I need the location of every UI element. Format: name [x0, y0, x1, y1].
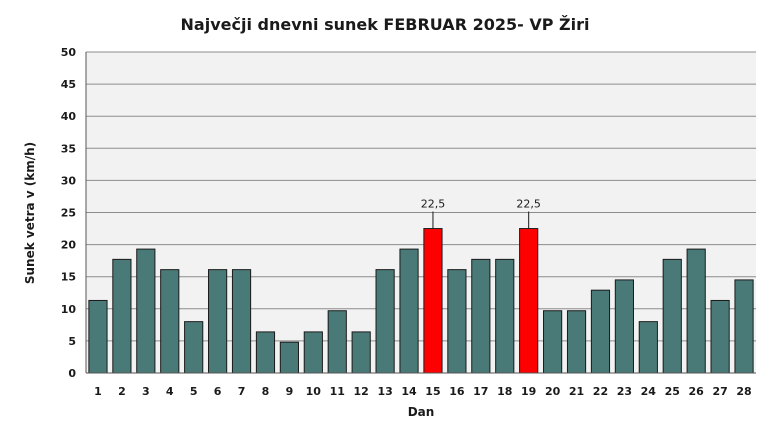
bar-day-14 [399, 248, 419, 374]
x-tick-label: 10 [306, 385, 322, 398]
x-tick-label: 9 [286, 385, 294, 398]
bar-day-22 [590, 289, 611, 374]
bar-day-27 [710, 299, 730, 374]
y-tick-label: 0 [68, 367, 76, 380]
y-tick-label: 50 [61, 46, 77, 59]
y-tick-label: 25 [61, 207, 76, 220]
chart-title: Največji dnevni sunek FEBRUAR 2025- VP Ž… [181, 15, 590, 34]
bar-day-3 [136, 248, 156, 374]
x-tick-label: 17 [473, 385, 488, 398]
data-labels: 22,5 22,5 [421, 198, 541, 229]
bars [88, 228, 754, 374]
y-axis-label: Sunek vetra v (km/h) [23, 142, 37, 284]
y-tick-label: 5 [68, 335, 76, 348]
x-tick-label: 5 [190, 385, 198, 398]
x-tick-label: 28 [736, 385, 751, 398]
x-tick-label: 4 [166, 385, 174, 398]
bar-day-16 [447, 269, 467, 374]
bar-day-8 [255, 331, 276, 374]
x-axis-label: Dan [408, 405, 435, 419]
x-tick-label: 12 [354, 385, 369, 398]
x-tick-label: 16 [449, 385, 465, 398]
y-tick-label: 30 [61, 174, 77, 187]
bar-day-18 [495, 258, 515, 374]
x-tick-label: 6 [214, 385, 222, 398]
bar-day-28 [734, 279, 754, 374]
bar-day-5 [184, 321, 204, 374]
bar-day-7 [231, 269, 252, 374]
bar-day-19 [519, 228, 539, 374]
x-tick-label: 3 [142, 385, 150, 398]
data-label: 22,5 [421, 198, 446, 211]
bar-day-20 [543, 310, 563, 374]
y-tick-label: 15 [61, 271, 76, 284]
x-tick-label: 20 [545, 385, 561, 398]
bar-day-13 [375, 269, 395, 374]
bar-day-23 [614, 279, 634, 374]
bar-day-2 [112, 258, 132, 374]
data-label: 22,5 [516, 198, 541, 211]
bar-day-15 [423, 228, 443, 374]
x-tick-label: 27 [712, 385, 727, 398]
x-tick-label: 24 [641, 385, 657, 398]
bar-day-10 [303, 331, 323, 374]
y-tick-label: 20 [61, 239, 77, 252]
x-tick-label: 22 [593, 385, 608, 398]
bar-day-4 [160, 269, 180, 374]
x-tick-label: 2 [118, 385, 126, 398]
bar-day-12 [351, 331, 371, 374]
x-tick-label: 14 [401, 385, 417, 398]
y-tick-label: 10 [61, 303, 77, 316]
x-tick-label: 8 [262, 385, 270, 398]
x-tick-label: 21 [569, 385, 584, 398]
y-tick-label: 40 [61, 110, 77, 123]
bar-day-9 [279, 341, 299, 374]
x-tick-label: 11 [330, 385, 345, 398]
bar-day-21 [566, 310, 587, 374]
x-axis-ticks: 1 2 3 4 5 6 7 8 9 10 11 12 13 14 15 16 17 18 19 20 21 22 23 24 2… [94, 385, 752, 398]
bar-day-25 [662, 258, 682, 374]
bar-day-6 [208, 269, 228, 374]
x-tick-label: 1 [94, 385, 102, 398]
y-tick-label: 45 [61, 78, 76, 91]
x-tick-label: 19 [521, 385, 536, 398]
bar-day-26 [686, 248, 706, 374]
x-tick-label: 7 [238, 385, 246, 398]
bar-day-11 [327, 310, 347, 374]
grid-lines [86, 51, 756, 342]
x-tick-label: 23 [617, 385, 632, 398]
x-tick-label: 26 [689, 385, 705, 398]
x-tick-label: 25 [665, 385, 680, 398]
x-tick-label: 18 [497, 385, 512, 398]
x-tick-label: 13 [377, 385, 392, 398]
bar-day-1 [88, 299, 108, 374]
y-tick-label: 35 [61, 142, 76, 155]
bar-day-17 [471, 258, 491, 374]
y-axis-ticks: 0 5 10 15 20 25 30 35 40 45 50 [61, 46, 77, 380]
bar-day-24 [638, 321, 658, 374]
x-tick-label: 15 [425, 385, 440, 398]
